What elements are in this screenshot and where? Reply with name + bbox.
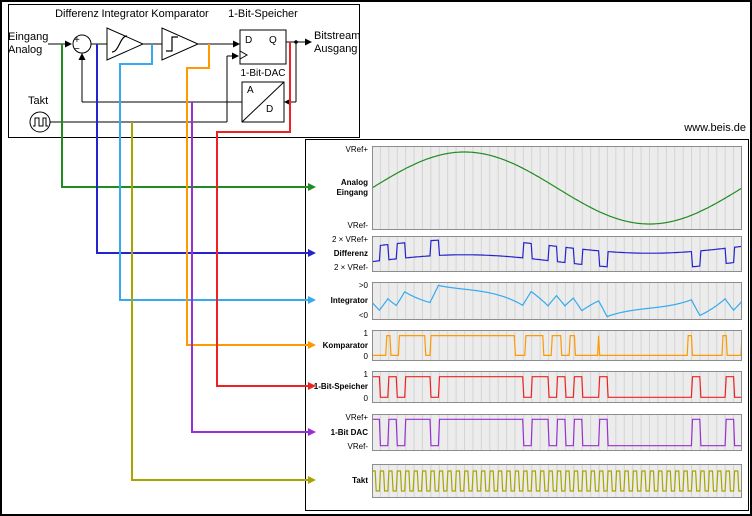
wave-name-komparator: Komparator xyxy=(322,340,368,350)
wave-row-dac: VRef+ 1-Bit DAC VRef- xyxy=(306,414,748,451)
wave-name-integrator: Integrator xyxy=(330,296,368,306)
takt-label: Takt xyxy=(28,95,49,107)
route-dac xyxy=(191,102,316,436)
axis-label-bottom: VRef- xyxy=(347,442,368,451)
input-label: Eingang Analog xyxy=(8,31,49,56)
axis-label-bottom: 0 xyxy=(363,394,368,403)
wave-row-komparator: 1 Komparator 0 xyxy=(306,330,748,361)
output-label: Bitstream Ausgang xyxy=(314,30,361,55)
wave-name-analog: Analog Eingang xyxy=(336,178,368,197)
wave-name-differenz: Differenz xyxy=(333,249,368,259)
axis-label-top: VRef+ xyxy=(345,145,368,154)
wave-plot-analog xyxy=(372,146,742,230)
wave-plot-integrator xyxy=(372,282,742,320)
wave-row-analog: VRef+ Analog Eingang VRef- xyxy=(306,146,748,230)
komparator-label: Komparator xyxy=(151,8,209,20)
axis-label-bottom: 0 xyxy=(363,352,368,361)
dac-label: 1-Bit-DAC xyxy=(240,68,286,79)
wave-row-integrator: >0 Integrator <0 xyxy=(306,282,748,320)
axis-label-bottom: 2 × VRef- xyxy=(333,263,368,272)
speicher-label: 1-Bit-Speicher xyxy=(228,8,298,20)
wave-name-dac: 1-Bit DAC xyxy=(330,427,368,437)
flipflop-d-pin-label: D xyxy=(245,35,253,46)
integrator-label: Integrator xyxy=(101,8,149,20)
waveform-panel: VRef+ Analog Eingang VRef- 2 × VRef+ Dif… xyxy=(305,139,749,511)
watermark: www.beis.de xyxy=(684,122,746,134)
axis-label-top: >0 xyxy=(358,281,368,290)
axis-label-bottom: <0 xyxy=(358,311,368,320)
axis-label-top: 1 xyxy=(363,370,368,379)
wave-row-takt: Takt xyxy=(306,464,748,498)
block-diagram-box xyxy=(8,4,360,138)
axis-label-top: 2 × VRef+ xyxy=(331,235,368,244)
wave-plot-takt xyxy=(372,464,742,498)
axis-label-bottom: VRef- xyxy=(347,221,368,230)
wave-name-takt: Takt xyxy=(352,476,368,486)
axis-label-top: VRef+ xyxy=(345,413,368,422)
wave-row-differenz: 2 × VRef+ Differenz 2 × VRef- xyxy=(306,236,748,272)
route-takt xyxy=(131,122,316,484)
wave-row-speicher: 1 1-Bit-Speicher 0 xyxy=(306,371,748,403)
wave-plot-komparator xyxy=(372,330,742,361)
summer-minus-sign: − xyxy=(74,44,80,55)
axis-label-top: 1 xyxy=(363,329,368,338)
dac-digital-label: D xyxy=(266,104,274,115)
wave-plot-differenz xyxy=(372,236,742,272)
flipflop-q-pin-label: Q xyxy=(269,35,277,46)
wave-plot-dac xyxy=(372,414,742,451)
summer-plus-sign: + xyxy=(74,35,80,46)
wave-plot-speicher xyxy=(372,371,742,403)
dac-analog-label: A xyxy=(247,85,254,96)
differenz-label: Differenz xyxy=(55,8,99,20)
wave-name-speicher: 1-Bit-Speicher xyxy=(313,382,368,392)
